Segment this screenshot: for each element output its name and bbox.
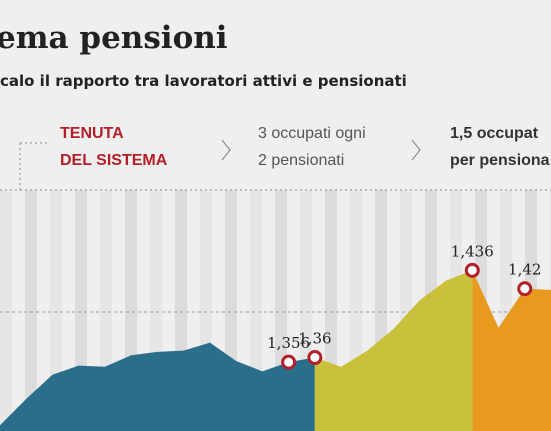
data-point	[307, 350, 323, 366]
data-point	[464, 262, 480, 278]
area	[472, 270, 551, 431]
stripe	[25, 190, 37, 431]
area	[0, 342, 315, 431]
data-point	[281, 354, 297, 370]
value-label: 1,436	[451, 242, 494, 260]
chart-title: ema pensioni	[0, 20, 228, 56]
value-label: 1,42	[508, 261, 541, 279]
chevron	[221, 139, 231, 161]
annotation: 2 pensionati	[258, 152, 344, 169]
annotation: per pensiona	[450, 152, 550, 169]
stripe	[50, 190, 62, 431]
area	[314, 270, 473, 431]
stripe	[0, 190, 12, 431]
annotation: DEL SISTEMA	[60, 152, 168, 169]
annotation: 1,5 occupat	[450, 125, 539, 142]
data-point	[517, 281, 533, 297]
annotation: 3 occupati ogni	[258, 125, 366, 142]
chart-subtitle: calo il rapporto tra lavoratori attivi e…	[0, 72, 407, 90]
annotation: TENUTA	[60, 125, 124, 142]
value-label: 1,36	[298, 330, 331, 348]
value-label: 1,356	[267, 334, 310, 352]
chevron	[411, 139, 421, 161]
bracket	[0, 142, 551, 191]
